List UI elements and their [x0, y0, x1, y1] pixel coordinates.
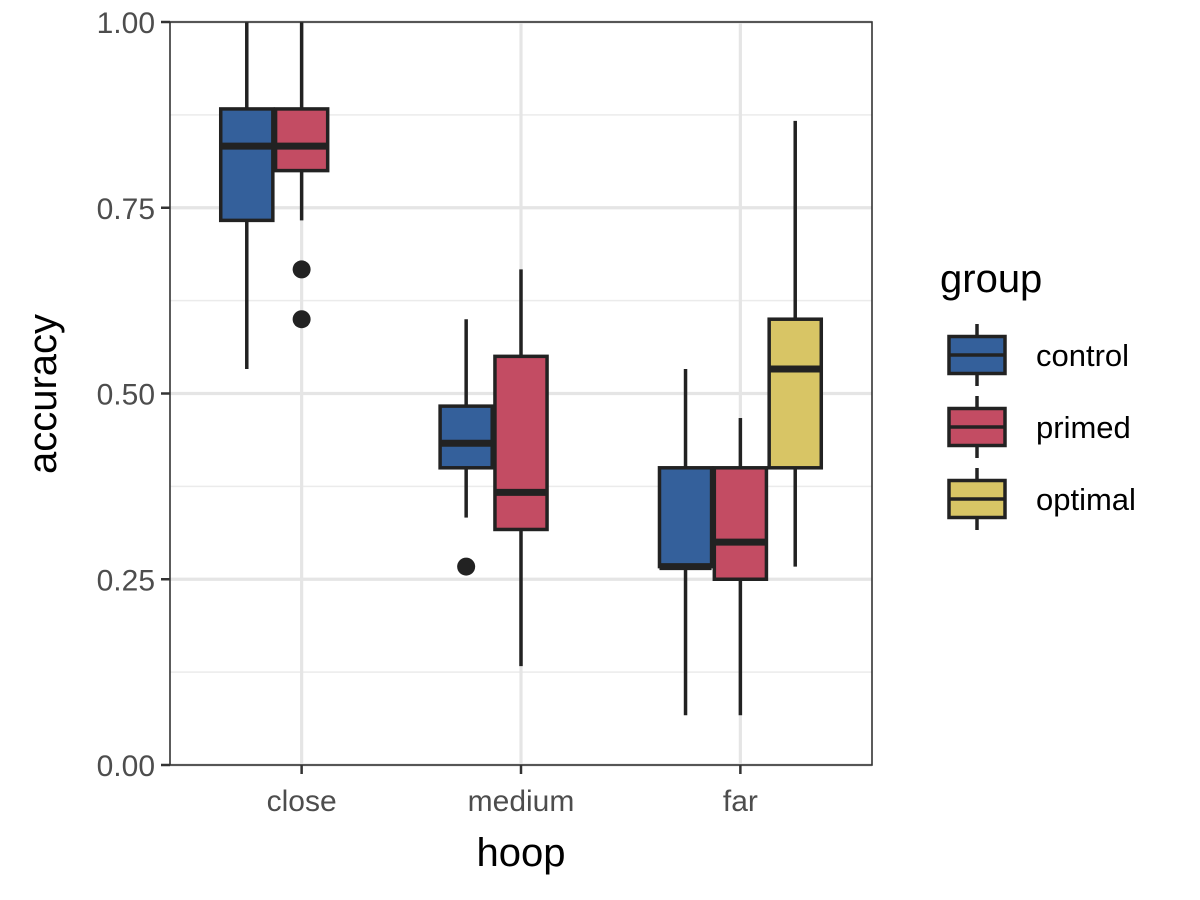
- outlier-point: [292, 310, 311, 329]
- legend-title: group: [940, 257, 1042, 301]
- y-axis: 0.00 0.25 0.50 0.75 1.00: [97, 7, 170, 783]
- outlier-point: [292, 260, 311, 279]
- box-control-medium: [438, 319, 494, 576]
- legend-label: control: [1036, 338, 1129, 373]
- box-layer: [218, 22, 824, 716]
- box-primed-far: [712, 418, 769, 716]
- box-body: [712, 466, 769, 581]
- y-tick-label: 0.25: [97, 564, 155, 597]
- box-body: [657, 466, 714, 569]
- x-tick-label: close: [267, 785, 337, 818]
- x-tick-label: far: [723, 785, 758, 818]
- y-tick-label: 0.50: [97, 379, 155, 412]
- box-body: [218, 107, 275, 223]
- legend: group control primed optimal: [940, 257, 1136, 530]
- box-control-close: [218, 22, 275, 369]
- x-axis-title: hoop: [477, 831, 566, 875]
- box-primed-close: [273, 22, 330, 329]
- box-optimal-far: [767, 120, 824, 567]
- box-primed-medium: [493, 269, 549, 667]
- y-tick-label: 0.75: [97, 193, 155, 226]
- outlier-point: [457, 557, 476, 576]
- y-tick-label: 0.00: [97, 750, 155, 783]
- box-body: [493, 354, 549, 532]
- y-axis-title: accuracy: [21, 314, 65, 474]
- box-body: [438, 404, 494, 470]
- legend-item-primed: primed: [947, 396, 1131, 458]
- box-control-far: [657, 368, 714, 716]
- legend-item-optimal: optimal: [947, 468, 1136, 530]
- x-tick-label: medium: [468, 785, 575, 818]
- x-axis: close medium far: [267, 765, 758, 818]
- legend-label: primed: [1036, 410, 1131, 445]
- y-tick-label: 1.00: [97, 7, 155, 40]
- legend-item-control: control: [947, 324, 1129, 386]
- box-body: [273, 107, 330, 173]
- box-body: [767, 317, 824, 470]
- legend-label: optimal: [1036, 482, 1136, 517]
